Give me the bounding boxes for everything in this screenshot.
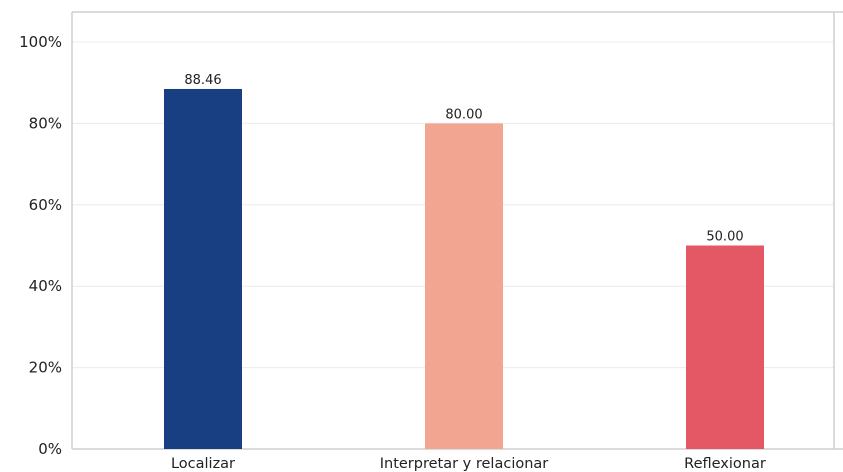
y-tick-label: 100%: [19, 33, 62, 51]
y-tick-labels: 0% 20% 40% 60% 80% 100%: [19, 33, 62, 458]
bar: [686, 245, 764, 449]
y-tick-label: 0%: [38, 440, 62, 458]
category-labels: Localizar Interpretar y relacionar Reflexi…: [171, 456, 766, 472]
category-label: Interpretar y relacionar: [380, 456, 549, 472]
y-tick-label: 20%: [29, 359, 62, 377]
category-label: Localizar: [171, 456, 235, 472]
y-tick-label: 60%: [29, 196, 62, 214]
bar: [425, 123, 503, 450]
bar: [164, 88, 242, 449]
y-tick-label: 80%: [29, 114, 62, 132]
data-label: 88.46: [184, 73, 221, 88]
data-labels: 88.46 80.00 50.00: [184, 73, 743, 245]
data-label: 50.00: [706, 230, 743, 245]
data-label: 80.00: [445, 107, 482, 122]
y-tick-label: 40%: [29, 277, 62, 295]
category-label: Reflexionar: [684, 456, 766, 472]
bars: [164, 88, 764, 450]
